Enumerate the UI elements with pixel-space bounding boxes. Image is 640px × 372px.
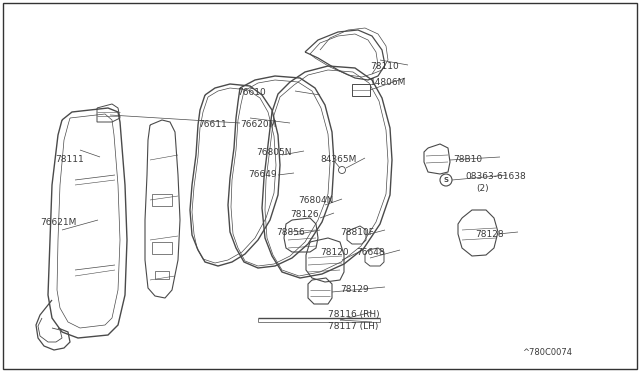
Text: 78117 (LH): 78117 (LH) — [328, 322, 378, 331]
Text: 78126: 78126 — [290, 210, 319, 219]
Text: 76611: 76611 — [198, 120, 227, 129]
Text: 14806M: 14806M — [370, 78, 406, 87]
Text: ^780C0074: ^780C0074 — [522, 348, 572, 357]
Text: 08363-61638: 08363-61638 — [465, 172, 525, 181]
Text: 78129: 78129 — [340, 285, 369, 294]
Text: 78B10: 78B10 — [453, 155, 482, 164]
Text: 78120: 78120 — [320, 248, 349, 257]
Bar — [152, 194, 172, 206]
Text: 78116 (RH): 78116 (RH) — [328, 310, 380, 319]
Text: 76804N: 76804N — [298, 196, 333, 205]
Text: 84365M: 84365M — [320, 155, 356, 164]
Bar — [152, 242, 172, 254]
Text: 78111: 78111 — [55, 155, 84, 164]
Text: 78810F: 78810F — [340, 228, 374, 237]
Text: 76805N: 76805N — [256, 148, 291, 157]
Text: 76648: 76648 — [356, 248, 385, 257]
Bar — [155, 271, 169, 279]
Text: 76610: 76610 — [237, 88, 266, 97]
Text: 76649: 76649 — [248, 170, 276, 179]
Text: 76621M: 76621M — [40, 218, 76, 227]
Text: 78128: 78128 — [475, 230, 504, 239]
Text: 78110: 78110 — [370, 62, 399, 71]
Text: 78856: 78856 — [276, 228, 305, 237]
Text: 76620M: 76620M — [240, 120, 276, 129]
Bar — [352, 84, 370, 96]
Text: (2): (2) — [476, 184, 488, 193]
Text: S: S — [444, 177, 449, 183]
